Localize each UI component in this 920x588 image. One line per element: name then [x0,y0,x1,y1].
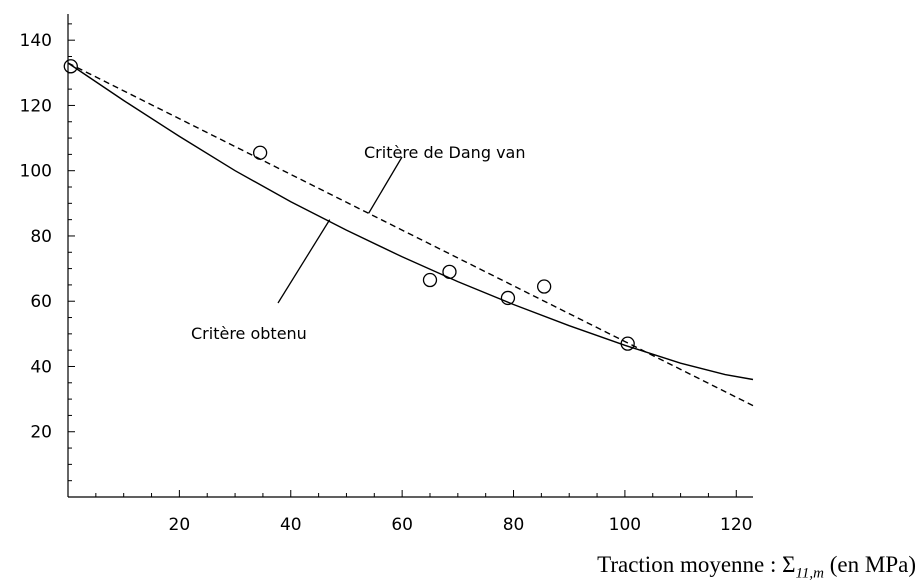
x-tick-label: 120 [720,515,752,535]
x-tick-label: 100 [609,515,641,535]
annotation-dang-van-leader [368,156,403,214]
y-axis-ticks: 20 40 60 80 100 120 140 [20,23,75,482]
x-axis-label-prefix: Traction moyenne : Σ [597,552,796,577]
y-tick-label: 60 [30,292,52,312]
y-tick-label: 20 [30,423,52,443]
annotation-obtenu: Critère obtenu [191,219,331,343]
y-tick-label: 100 [20,162,52,182]
x-axis-ticks: 20 40 60 80 100 120 [95,490,753,535]
x-tick-label: 80 [503,515,525,535]
annotation-dang-van: Critère de Dang van [364,143,525,214]
dang-van-criterion-line [67,62,754,407]
y-tick-label: 140 [20,31,52,51]
data-point [63,59,78,74]
x-tick-label: 60 [391,515,413,535]
x-tick-label: 20 [169,515,191,535]
data-point [252,145,268,160]
data-point [442,264,457,280]
x-axis-label: Traction moyenne : Σ11,m (en MPa) [597,552,916,583]
series-lines [67,62,754,407]
annotation-dang-van-label: Critère de Dang van [364,143,525,162]
x-axis-label-subscript: 11,m [795,565,825,582]
annotation-obtenu-label: Critère obtenu [191,324,307,343]
obtained-criterion-line [67,62,754,381]
axes [67,14,753,498]
y-tick-label: 80 [30,227,52,247]
x-tick-label: 40 [280,515,302,535]
x-axis-label-suffix: (en MPa) [824,552,916,577]
data-point [422,272,438,288]
data-points [63,59,635,351]
y-tick-label: 40 [30,357,52,377]
y-tick-label: 120 [20,96,52,116]
data-point [620,336,635,351]
data-point [500,290,516,306]
annotation-obtenu-leader [277,219,331,304]
data-point [536,279,552,294]
